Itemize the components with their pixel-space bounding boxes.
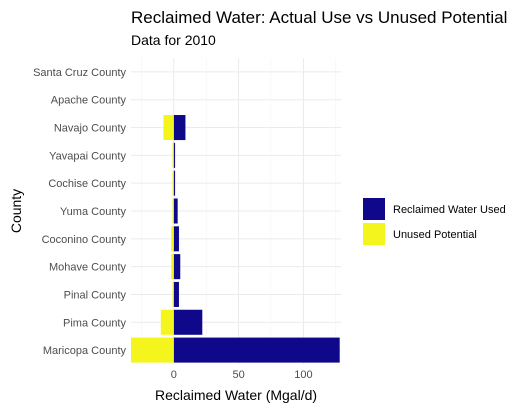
bar-used: [173, 170, 176, 196]
y-axis-title: County: [8, 189, 24, 233]
legend-swatch: [363, 198, 385, 220]
category-label: Pima County: [63, 317, 126, 329]
category-label: Cochise County: [48, 178, 126, 190]
category-label: Mohave County: [49, 262, 127, 274]
bar-unused: [171, 226, 174, 252]
bar-used: [173, 337, 340, 363]
bar-unused: [172, 198, 174, 224]
x-tick-labels: 0 50 100: [171, 369, 313, 381]
category-label: Navajo County: [54, 123, 127, 135]
x-tick-label: 50: [232, 369, 244, 381]
bar-used: [173, 281, 179, 307]
category-label: Yavapai County: [49, 150, 126, 162]
legend-label: Unused Potential: [393, 229, 477, 241]
bar-unused: [171, 254, 174, 280]
category-label: Maricopa County: [43, 345, 127, 357]
category-label: Apache County: [51, 95, 127, 107]
bar-used: [173, 309, 203, 335]
legend: Reclaimed Water Used Unused Potential: [363, 198, 506, 245]
x-axis-title: Reclaimed Water (Mgal/d): [155, 387, 317, 403]
bar-used: [173, 254, 181, 280]
bar-unused: [172, 142, 174, 168]
bar-unused: [172, 170, 174, 196]
bar-unused: [172, 281, 174, 307]
bar-unused: [163, 115, 174, 141]
category-label: Pinal County: [64, 289, 127, 301]
category-label: Coconino County: [42, 234, 127, 246]
category-labels: Maricopa County Pima County Pinal County Mo…: [33, 67, 126, 357]
chart-title: Reclaimed Water: Actual Use vs Unused Po…: [131, 8, 507, 27]
legend-label: Reclaimed Water Used: [393, 204, 506, 216]
bar-used: [173, 142, 176, 168]
chart-subtitle: Data for 2010: [131, 32, 216, 48]
x-tick-label: 100: [294, 369, 312, 381]
bar-unused: [160, 309, 174, 335]
bar-used: [173, 115, 186, 141]
bar-unused: [131, 337, 174, 363]
category-label: Yuma County: [60, 206, 127, 218]
category-label: Santa Cruz County: [33, 67, 126, 79]
x-tick-label: 0: [171, 369, 177, 381]
bars: [131, 115, 340, 363]
bar-used: [173, 198, 178, 224]
bar-used: [173, 226, 179, 252]
legend-swatch: [363, 223, 385, 245]
